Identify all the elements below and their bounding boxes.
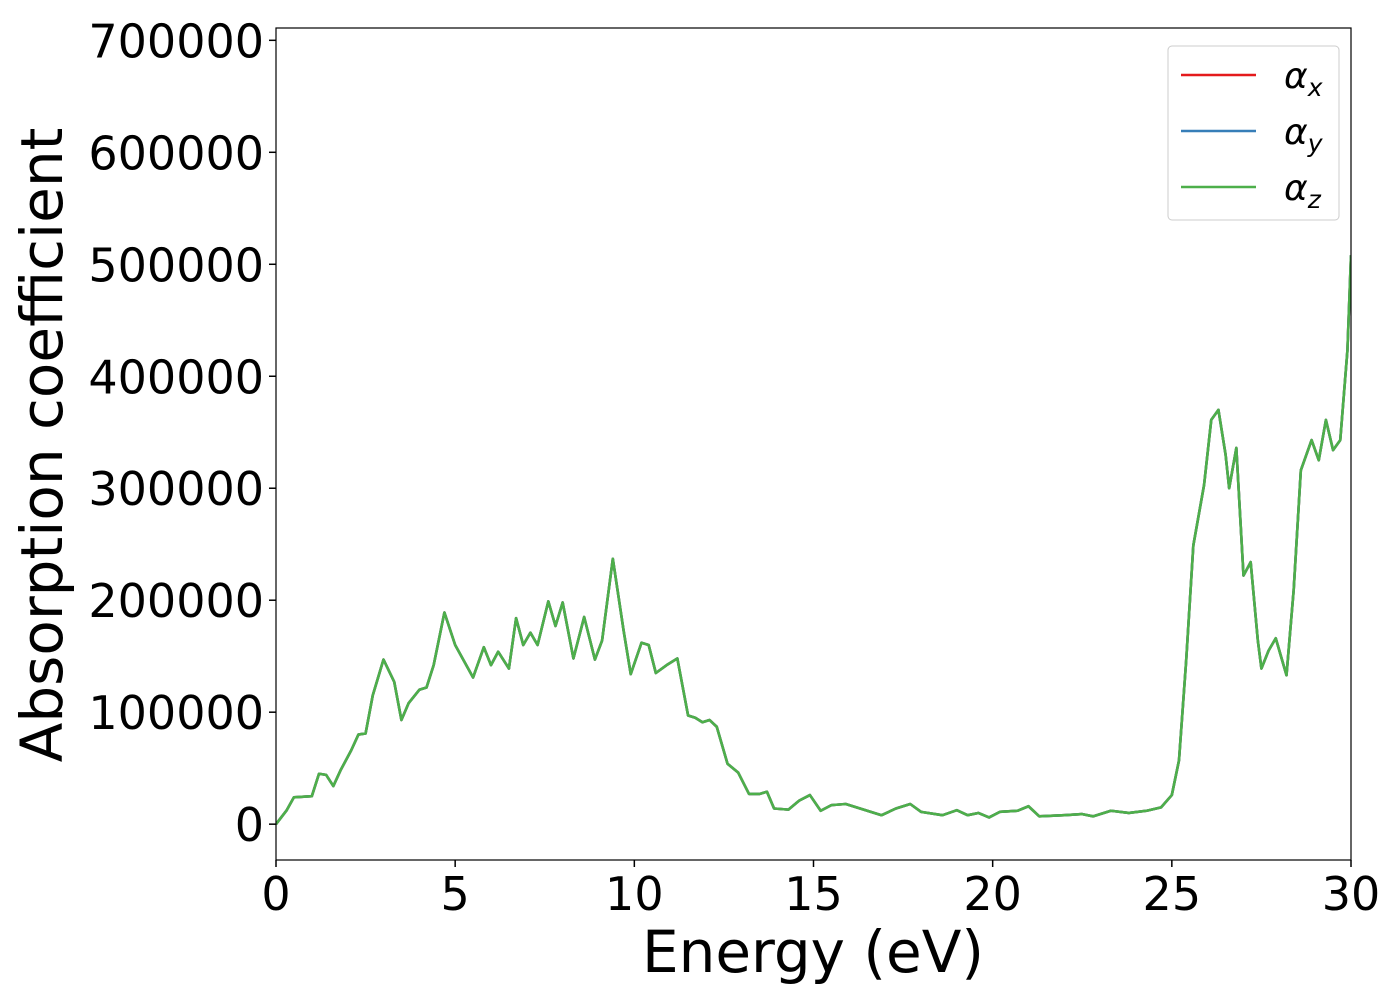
x-tick-label: 15	[784, 867, 843, 921]
legend-label: αz	[1284, 168, 1322, 214]
y-tick-label: 300000	[88, 462, 264, 516]
x-tick-label: 25	[1143, 867, 1202, 921]
y-tick-label: 600000	[88, 126, 264, 180]
y-tick-label: 400000	[88, 350, 264, 404]
plot-frame	[275, 27, 1352, 861]
x-tick-label: 20	[963, 867, 1022, 921]
x-tick-label: 30	[1322, 867, 1381, 921]
y-tick-label: 200000	[88, 574, 264, 628]
y-axis-label: Absorption coefficient	[8, 128, 76, 763]
y-tick-label: 100000	[88, 686, 264, 740]
x-axis-label: Energy (eV)	[642, 918, 984, 986]
y-tick-label: 700000	[88, 14, 264, 68]
series-line	[276, 255, 1351, 825]
x-tick-label: 5	[441, 867, 470, 921]
legend-label: αy	[1284, 112, 1324, 158]
legend-label: αx	[1284, 56, 1323, 102]
x-tick-label: 10	[605, 867, 664, 921]
series-line	[276, 255, 1351, 825]
x-tick-label: 0	[261, 867, 290, 921]
y-tick-label: 500000	[88, 238, 264, 292]
y-tick-label: 0	[235, 798, 264, 852]
series-line	[276, 255, 1351, 825]
legend-box	[1167, 45, 1340, 221]
